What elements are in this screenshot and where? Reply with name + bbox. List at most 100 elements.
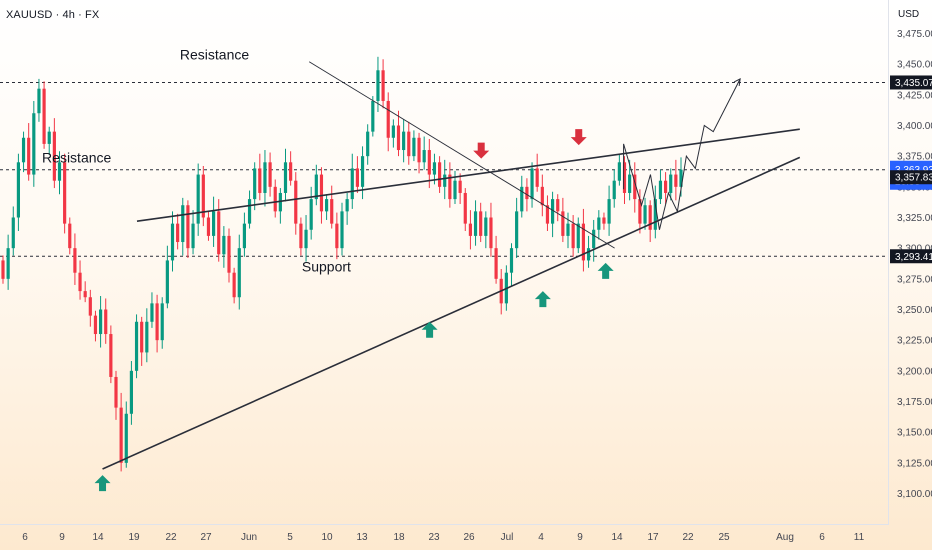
candle-body (129, 370, 134, 414)
candle-body (427, 150, 431, 175)
candle-body (242, 223, 247, 249)
candle-body (335, 223, 339, 249)
y-tick-label: 3,125.00 (897, 458, 932, 469)
candle-body (463, 192, 467, 224)
candle-body (283, 162, 288, 193)
candle-body (653, 199, 657, 230)
candle-body (602, 217, 606, 224)
x-tick-label: 4 (538, 532, 544, 543)
candle-body (592, 229, 596, 249)
y-tick-label: 3,400.00 (897, 121, 932, 132)
candle-body (134, 321, 139, 371)
y-tick-label: 3,300.00 (897, 244, 932, 255)
trendline (136, 128, 800, 222)
candle-body (586, 248, 591, 261)
up-arrow-icon (94, 475, 111, 492)
candle-body (622, 162, 627, 193)
candle-body (473, 211, 478, 236)
candle-body (674, 174, 678, 187)
candle-body (37, 88, 41, 114)
candle-body (597, 217, 601, 230)
candle-body (47, 131, 51, 144)
x-tick-label: 22 (165, 532, 177, 543)
candle-body (21, 137, 26, 163)
x-tick-label: 27 (200, 532, 212, 543)
candle-body (83, 291, 87, 298)
candle-body (658, 180, 663, 200)
candle-body (443, 174, 447, 187)
candle-body (6, 248, 10, 279)
candle-body (550, 199, 555, 224)
candle-body (309, 199, 313, 230)
candle-body (340, 211, 344, 249)
candle-body (412, 137, 416, 157)
candle-body (165, 260, 169, 304)
candle-body (73, 248, 77, 273)
candle-body (355, 168, 360, 187)
projection-arrowhead (733, 78, 741, 86)
candle-body (540, 186, 544, 206)
candle-body (448, 174, 452, 200)
x-tick-label: 6 (22, 532, 28, 543)
candle-body (88, 297, 92, 316)
candle-body (160, 303, 164, 341)
candle-body (16, 162, 21, 218)
candle-body (453, 180, 457, 200)
currency-label: USD (898, 9, 920, 20)
candle-body (643, 205, 647, 224)
down-arrow-icon (570, 129, 587, 146)
candle-body (191, 223, 195, 249)
candle-body (581, 223, 586, 261)
candle-body (561, 211, 565, 236)
x-tick-label: 14 (611, 532, 623, 543)
candle-body (278, 192, 282, 212)
candle-body (345, 199, 349, 212)
trendline (102, 156, 801, 470)
y-tick-label: 3,100.00 (897, 489, 932, 500)
x-tick-label: Jul (501, 532, 514, 543)
trendline (308, 61, 615, 249)
candle-body (381, 70, 385, 101)
candle-body (366, 131, 370, 157)
y-tick-label: 3,200.00 (897, 366, 932, 377)
candle-body (124, 413, 128, 463)
y-tick-label: 3,425.00 (897, 90, 932, 101)
candle-body (330, 199, 334, 224)
y-tick-label: 3,275.00 (897, 274, 932, 285)
up-arrow-icon (421, 321, 438, 338)
candle-body (222, 235, 226, 255)
candle-body (304, 229, 308, 249)
candle-body (371, 100, 375, 132)
candle-body (57, 162, 62, 181)
candle-body (155, 303, 159, 341)
y-tick-label: 3,250.00 (897, 305, 932, 316)
candle-body (314, 174, 318, 200)
price-level-badge (890, 170, 932, 185)
symbol-label[interactable]: XAUUSD · 4h · FX (6, 9, 100, 21)
candle-body (407, 131, 411, 157)
y-tick-label: 3,175.00 (897, 397, 932, 408)
candle-body (324, 199, 329, 212)
x-tick-label: 18 (393, 532, 405, 543)
candle-body (545, 205, 550, 224)
candle-body (206, 217, 211, 236)
candle-body (109, 334, 113, 377)
candle-body (170, 223, 175, 261)
candle-body (515, 211, 519, 249)
x-tick-label: 19 (128, 532, 140, 543)
x-tick-label: 5 (287, 532, 293, 543)
candle-body (509, 248, 514, 273)
candle-body (319, 174, 324, 212)
candle-body (263, 162, 267, 193)
up-arrow-icon (534, 291, 551, 308)
candle-body (211, 211, 216, 236)
x-tick-label: 22 (682, 532, 694, 543)
annotation-label: Resistance (180, 46, 249, 62)
candle-body (396, 125, 401, 151)
candle-body (63, 162, 67, 224)
x-tick-label: 25 (718, 532, 730, 543)
candle-body (42, 88, 46, 144)
candle-body (679, 169, 683, 187)
